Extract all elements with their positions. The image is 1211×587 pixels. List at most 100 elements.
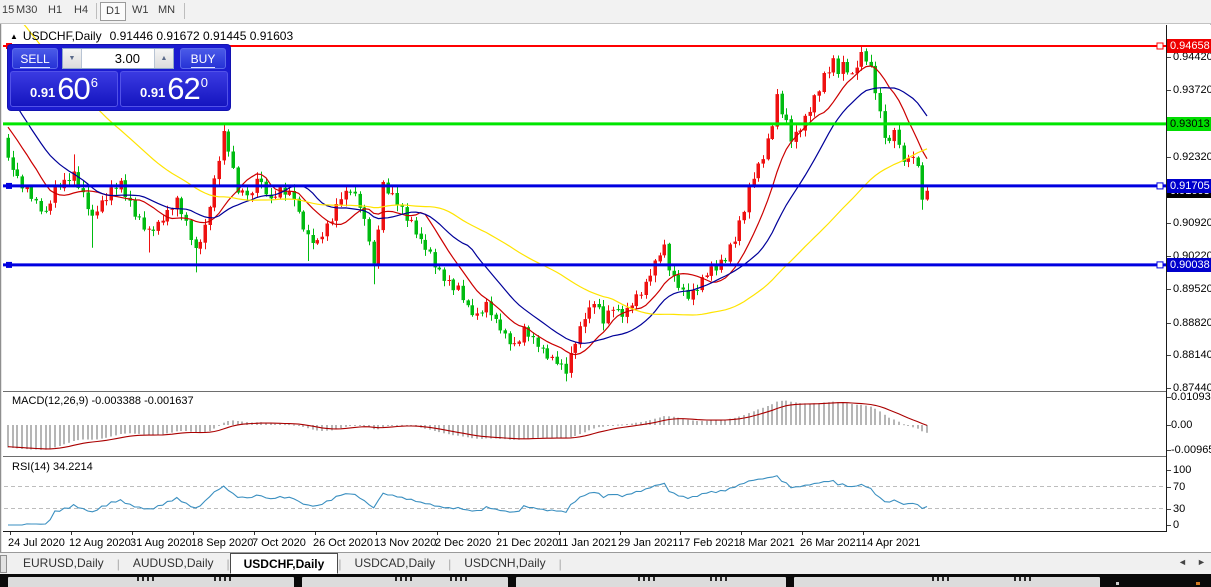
taskbar-button-text-fragment <box>228 577 231 581</box>
price-axis-tick <box>1167 223 1171 224</box>
timeframe-button-d1[interactable]: D1 <box>100 2 127 21</box>
rsi-axis-tick <box>1167 470 1171 471</box>
date-axis-tick <box>741 532 742 535</box>
buy-price-box[interactable]: 0.91 62 0 <box>120 71 228 107</box>
price-axis-tick <box>1167 388 1171 389</box>
macd-label: MACD(12,26,9) -0.003388 -0.001637 <box>12 395 194 407</box>
tray-icon[interactable] <box>1116 582 1119 585</box>
tab-usdchf[interactable]: USDCHF,Daily <box>229 552 339 574</box>
date-axis-tick <box>193 532 194 535</box>
tab-separator: | <box>448 556 452 571</box>
tab-bar-grip[interactable] <box>0 555 7 573</box>
date-axis-tick <box>498 532 499 535</box>
tab-audusd[interactable]: AUDUSD,Daily <box>132 556 214 570</box>
taskbar-button[interactable] <box>302 577 508 587</box>
taskbar-button-text-fragment <box>141 577 144 581</box>
toolbar-separator <box>96 3 97 19</box>
date-axis-label: 29 Jan 2021 <box>618 537 679 549</box>
timeframe-button-h1[interactable]: H1 <box>48 4 63 16</box>
date-axis: 24 Jul 2020 12 Aug 2020 31 Aug 2020 18 Sep … <box>2 532 1211 552</box>
price-axis-label: 0.93720 <box>1173 84 1211 96</box>
macd-axis-tick <box>1167 397 1171 398</box>
date-axis-label: 12 Aug 2020 <box>69 537 131 549</box>
taskbar-button-text-fragment <box>941 577 944 581</box>
line-handle[interactable] <box>1156 42 1164 50</box>
taskbar-button-text-fragment <box>399 577 402 581</box>
taskbar-button-text-fragment <box>720 577 723 581</box>
taskbar-button[interactable] <box>516 577 786 587</box>
price-axis-tick <box>1167 323 1171 324</box>
price-axis-label: 0.88820 <box>1173 317 1211 329</box>
rsi-axis-tick <box>1167 525 1171 526</box>
date-axis-tick <box>437 532 438 535</box>
date-axis-label: 13 Nov 2020 <box>374 537 437 549</box>
line-handle[interactable] <box>6 261 12 268</box>
sell-price-sup: 6 <box>90 75 99 90</box>
taskbar-button[interactable] <box>794 577 1100 587</box>
timeframe-button-w1[interactable]: W1 <box>132 4 149 16</box>
tab-scroll-left-icon[interactable]: ◄ <box>1178 557 1187 567</box>
taskbar-button-text-fragment <box>455 577 458 581</box>
sell-button[interactable]: SELL <box>12 48 58 69</box>
taskbar-button-text-fragment <box>409 577 412 581</box>
line-handle[interactable] <box>6 182 12 189</box>
sell-price-prefix: 0.91 <box>29 85 56 100</box>
date-axis-label: 7 Oct 2020 <box>252 537 306 549</box>
tab-scroll-right-icon[interactable]: ► <box>1197 557 1206 567</box>
taskbar-button-text-fragment <box>146 577 149 581</box>
taskbar-button-text-fragment <box>450 577 453 581</box>
date-axis-tick <box>254 532 255 535</box>
volume-decrease-icon[interactable]: ▼ <box>63 49 82 68</box>
macd-axis-tick <box>1167 425 1171 426</box>
timeframe-button-mn[interactable]: MN <box>158 4 176 16</box>
one-click-trade-panel: SELL ▼ 3.00 ▲ BUY 0.91 60 6 0.91 62 0 <box>8 45 230 110</box>
tray-icon[interactable] <box>1196 582 1200 585</box>
taskbar-button-text-fragment <box>642 577 645 581</box>
taskbar-button-text-fragment <box>213 577 216 581</box>
taskbar-button[interactable] <box>8 577 294 587</box>
tab-separator: | <box>226 556 230 571</box>
date-axis-label: 2 Dec 2020 <box>435 537 492 549</box>
volume-input[interactable]: 3.00 <box>114 51 140 66</box>
rsi-axis-label: 100 <box>1173 464 1192 476</box>
taskbar-button-text-fragment <box>1024 577 1027 581</box>
toolbar-separator <box>184 3 185 19</box>
taskbar-button-text-fragment <box>404 577 407 581</box>
date-axis-label: 14 Apr 2021 <box>861 537 921 549</box>
rsi-line <box>8 475 928 526</box>
rsi-label: RSI(14) 34.2214 <box>12 461 93 473</box>
tab-separator: | <box>558 556 562 571</box>
macd-axis-label: 0.010933 <box>1171 391 1211 403</box>
rsi-axis-label: 0 <box>1173 519 1180 531</box>
price-axis-tick <box>1167 90 1171 91</box>
timeframe-button-m30[interactable]: M30 <box>16 4 38 16</box>
price-axis-label: 0.92320 <box>1173 151 1211 163</box>
taskbar-button-text-fragment <box>1014 577 1017 581</box>
date-axis-tick <box>315 532 316 535</box>
rsi-axis-tick <box>1167 487 1171 488</box>
date-axis-label: 8 Mar 2021 <box>739 537 795 549</box>
date-axis-label: 24 Jul 2020 <box>8 537 65 549</box>
price-axis-label: 0.90920 <box>1173 217 1211 229</box>
date-axis-tick <box>863 532 864 535</box>
collapse-icon[interactable]: ▲ <box>10 32 18 41</box>
line-handle[interactable] <box>1156 182 1164 190</box>
tab-eurusd[interactable]: EURUSD,Daily <box>23 556 104 570</box>
buy-button[interactable]: BUY <box>180 48 226 69</box>
sell-price-box[interactable]: 0.91 60 6 <box>10 71 118 107</box>
tab-usdcad[interactable]: USDCAD,Daily <box>354 556 436 570</box>
date-axis-tick <box>71 532 72 535</box>
date-axis-label: 26 Mar 2021 <box>800 537 862 549</box>
line-handle[interactable] <box>1156 261 1164 269</box>
taskbar-button-text-fragment <box>931 577 934 581</box>
price-level-badge: 0.91705 <box>1167 179 1211 193</box>
moving-averages <box>7 25 928 356</box>
price-axis-label: 0.89520 <box>1173 283 1211 295</box>
timeframe-button-15[interactable]: 15 <box>2 4 15 16</box>
tab-usdcnh[interactable]: USDCNH,Daily <box>464 556 546 570</box>
volume-increase-icon[interactable]: ▲ <box>154 49 173 68</box>
price-level-badge: 0.93013 <box>1167 117 1211 131</box>
timeframe-button-h4[interactable]: H4 <box>74 4 89 16</box>
chart-ohlc-values: 0.91446 0.91672 0.91445 0.91603 <box>109 29 294 43</box>
